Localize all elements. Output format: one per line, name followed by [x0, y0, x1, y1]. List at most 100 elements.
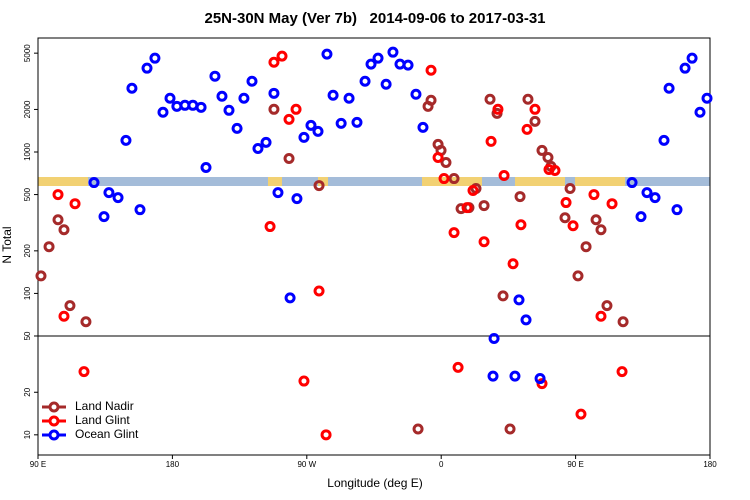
point — [305, 119, 317, 131]
point — [694, 106, 706, 118]
point — [52, 189, 64, 201]
point — [276, 50, 288, 62]
point — [509, 370, 521, 382]
map-strip — [38, 177, 710, 186]
point — [513, 294, 525, 306]
point — [417, 121, 429, 133]
x-axis-label: Longitude (deg E) — [327, 476, 422, 490]
point — [195, 101, 207, 113]
point — [126, 82, 138, 94]
point — [134, 204, 146, 216]
point — [701, 92, 713, 104]
y-tick-label: 200 — [23, 244, 32, 258]
point — [520, 314, 532, 326]
point — [448, 227, 460, 239]
point — [268, 87, 280, 99]
point — [663, 82, 675, 94]
point — [549, 164, 561, 176]
point — [272, 187, 284, 199]
point — [452, 361, 464, 373]
point — [484, 93, 496, 105]
point — [78, 366, 90, 378]
point — [157, 106, 169, 118]
point — [572, 270, 584, 282]
point — [529, 115, 541, 127]
point — [64, 300, 76, 312]
y-tick-label: 50 — [23, 331, 32, 340]
point — [425, 64, 437, 76]
point — [52, 214, 64, 226]
point — [514, 191, 526, 203]
point — [58, 224, 70, 236]
point — [478, 200, 490, 212]
point — [487, 370, 499, 382]
point — [536, 144, 548, 156]
y-tick-label: 10 — [23, 430, 32, 439]
point — [686, 52, 698, 64]
point — [595, 224, 607, 236]
point — [98, 211, 110, 223]
point — [313, 285, 325, 297]
point — [478, 236, 490, 248]
point — [542, 152, 554, 164]
point — [412, 423, 424, 435]
point — [141, 62, 153, 74]
legend-label: Land Glint — [75, 413, 130, 427]
point — [497, 290, 509, 302]
point — [343, 92, 355, 104]
point — [359, 75, 371, 87]
point — [365, 58, 377, 70]
point — [559, 212, 571, 224]
point — [291, 193, 303, 205]
point — [387, 46, 399, 58]
point — [120, 134, 132, 146]
x-tick-label: 90 E — [567, 460, 583, 469]
point — [260, 136, 272, 148]
legend-marker — [48, 401, 60, 413]
point — [595, 310, 607, 322]
point — [534, 373, 546, 385]
point — [448, 173, 460, 185]
point — [432, 152, 444, 164]
point — [252, 142, 264, 154]
point — [209, 70, 221, 82]
point — [560, 197, 572, 209]
point — [298, 131, 310, 143]
point — [575, 408, 587, 420]
y-tick-label: 20 — [23, 387, 32, 396]
point — [658, 134, 670, 146]
point — [485, 135, 497, 147]
point — [58, 310, 70, 322]
point — [380, 78, 392, 90]
point — [268, 56, 280, 68]
y-tick-label: 1000 — [23, 143, 32, 161]
y-tick-label: 2000 — [23, 100, 32, 118]
point — [504, 423, 516, 435]
plot-frame — [37, 37, 711, 456]
chart-title: 25N-30N May (Ver 7b) 2014-09-06 to 2017-… — [204, 10, 545, 27]
point — [488, 332, 500, 344]
point — [268, 103, 280, 115]
point — [649, 192, 661, 204]
point — [35, 270, 47, 282]
point — [588, 189, 600, 201]
point — [149, 52, 161, 64]
point — [335, 117, 347, 129]
point — [498, 170, 510, 182]
point — [372, 52, 384, 64]
point — [440, 156, 452, 168]
point — [492, 103, 504, 115]
point — [522, 93, 534, 105]
point — [283, 152, 295, 164]
point — [312, 125, 324, 137]
point — [467, 185, 479, 197]
point — [590, 214, 602, 226]
point — [246, 75, 258, 87]
point — [164, 92, 176, 104]
x-tick-label: 180 — [703, 460, 717, 469]
x-tick-label: 0 — [439, 460, 444, 469]
point — [425, 94, 437, 106]
point — [529, 103, 541, 115]
point — [616, 366, 628, 378]
